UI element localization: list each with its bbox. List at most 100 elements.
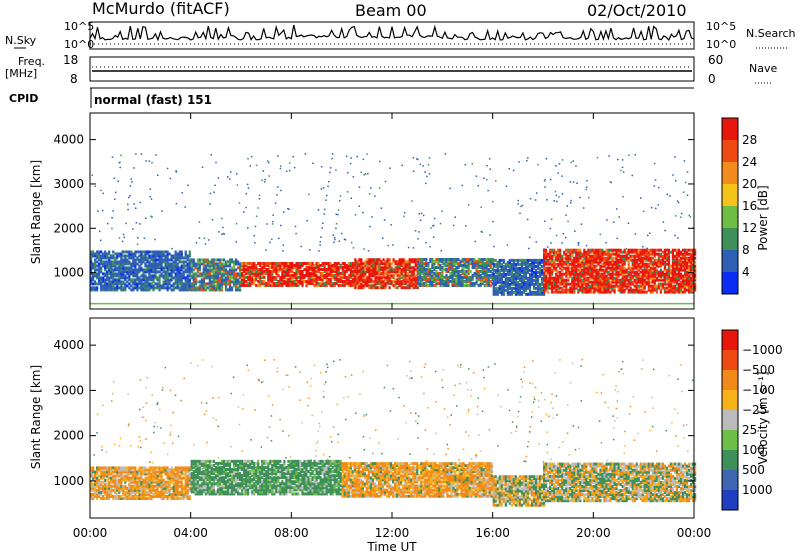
power-cell <box>587 282 590 286</box>
power-scatter <box>308 193 310 196</box>
power-scatter <box>255 164 258 167</box>
power-cell <box>508 268 511 272</box>
power-cell <box>152 270 155 274</box>
power-cell <box>689 248 693 252</box>
power-cell <box>694 256 697 260</box>
power-cell <box>98 280 101 284</box>
power-cell <box>301 273 304 277</box>
power-cell <box>655 252 658 256</box>
power-cell <box>653 288 656 292</box>
power-cell <box>647 274 650 278</box>
nave-tick-top: 60 <box>708 53 723 67</box>
power-cell <box>551 290 554 294</box>
power-cell <box>467 260 470 263</box>
power-scatter <box>389 167 391 169</box>
power-cell <box>356 260 359 264</box>
power-cell <box>218 284 222 288</box>
power-cell <box>629 272 632 276</box>
velocity-cell <box>106 468 109 472</box>
power-cell <box>673 256 677 260</box>
power-scatter <box>309 249 311 251</box>
power-cell <box>603 284 606 288</box>
power-cell <box>327 273 330 277</box>
power-cell <box>166 254 169 258</box>
velocity-cell <box>106 466 109 470</box>
power-cell <box>500 276 503 280</box>
velocity-cell <box>110 472 113 476</box>
power-cell <box>567 256 570 260</box>
power-cell <box>122 280 125 284</box>
power-cell <box>679 252 683 256</box>
power-cell <box>683 262 687 266</box>
power-cell <box>224 268 228 272</box>
power-cell <box>329 269 332 273</box>
power-cell <box>423 277 426 281</box>
power-cell <box>657 284 660 288</box>
power-cell <box>92 252 95 256</box>
power-cell <box>607 272 610 276</box>
power-cell <box>307 279 310 283</box>
power-cell <box>431 269 434 273</box>
power-cell <box>421 283 424 287</box>
power-cell <box>607 286 610 290</box>
power-cell <box>327 265 330 269</box>
power-cell <box>561 290 564 294</box>
power-cell <box>496 266 499 270</box>
power-cell <box>130 272 133 276</box>
power-cell <box>354 274 357 278</box>
power-cell <box>545 282 548 286</box>
power-cell <box>364 264 367 268</box>
power-scatter <box>268 161 270 164</box>
power-cell <box>106 260 109 264</box>
power-cell <box>627 260 630 264</box>
power-scatter <box>221 233 223 236</box>
power-cell <box>182 276 185 280</box>
velocity-cell <box>98 486 101 490</box>
power-cell <box>116 272 119 276</box>
velocity-cell <box>122 496 125 500</box>
power-cell <box>524 260 528 264</box>
power-cell <box>483 261 486 265</box>
power-cell <box>607 282 610 286</box>
power-scatter <box>127 203 129 206</box>
power-cell <box>398 272 401 276</box>
power-scatter <box>558 163 561 165</box>
velocity-cell <box>120 482 123 486</box>
power-cell <box>599 282 602 286</box>
power-cell <box>112 262 115 266</box>
power-cell <box>498 268 501 272</box>
power-cell <box>214 276 218 280</box>
power-cell <box>518 292 522 296</box>
velocity-cell <box>124 492 127 496</box>
power-cell <box>665 272 669 276</box>
power-cell <box>122 272 125 276</box>
velocity-cell <box>108 490 111 494</box>
power-cell <box>166 252 169 256</box>
power-cell <box>90 278 93 282</box>
power-cell <box>625 282 628 286</box>
power-cell <box>601 264 604 268</box>
power-cell <box>439 263 442 267</box>
power-cell <box>433 273 436 277</box>
power-cell <box>621 284 624 288</box>
power-cell <box>204 266 207 270</box>
power-cell <box>384 286 387 290</box>
power-cell <box>657 286 660 290</box>
power-scatter <box>674 156 676 158</box>
power-cell <box>108 258 111 262</box>
power-cell <box>331 265 334 269</box>
velocity-cell <box>100 472 103 476</box>
power-cell <box>502 290 505 294</box>
power-cell <box>621 268 624 272</box>
power-cell <box>611 268 614 272</box>
power-cell <box>128 272 131 276</box>
power-cell <box>351 265 354 269</box>
power-cell <box>549 274 552 278</box>
power-scatter <box>634 153 636 156</box>
power-cell <box>224 280 228 284</box>
power-cell <box>382 266 385 270</box>
power-cell <box>158 254 161 258</box>
power-cell <box>559 266 562 270</box>
power-cell <box>259 277 262 281</box>
velocity-cell <box>102 474 105 478</box>
